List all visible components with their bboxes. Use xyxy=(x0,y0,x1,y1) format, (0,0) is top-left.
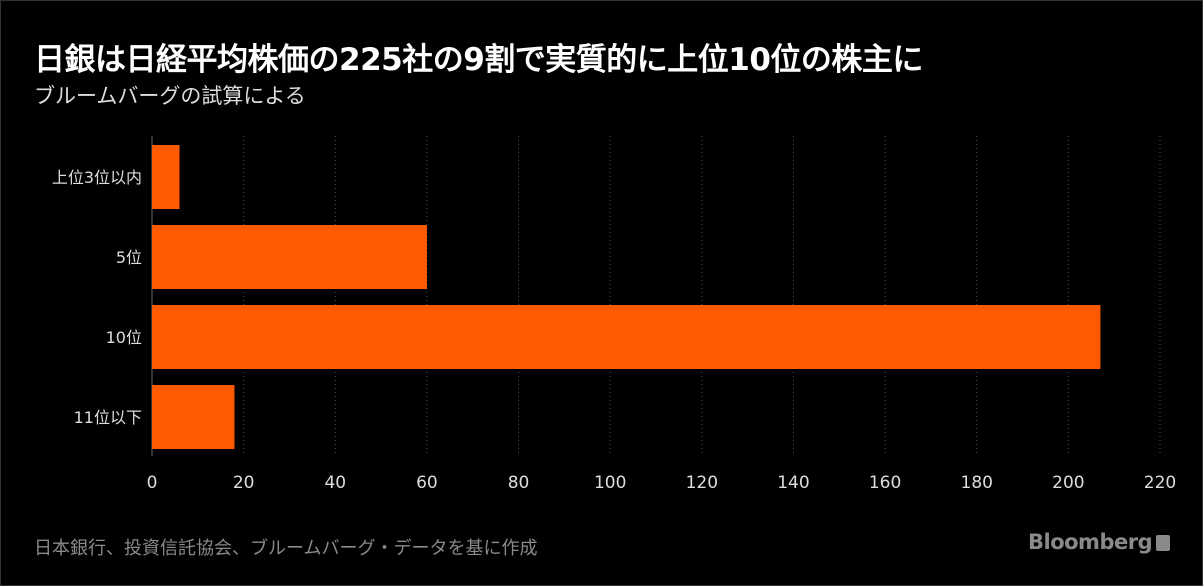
chart-title: 日銀は日経平均株価の225社の9割で実質的に上位10位の株主に xyxy=(34,42,923,78)
x-tick-label: 200 xyxy=(1052,473,1084,493)
source-note: 日本銀行、投資信託協会、ブルームバーグ・データを基に作成 xyxy=(34,538,538,559)
chart-subtitle: ブルームバーグの試算による xyxy=(34,84,306,108)
x-tick-label: 40 xyxy=(324,473,346,493)
category-label: 上位3位以内 xyxy=(52,168,142,187)
x-tick-label: 180 xyxy=(961,473,993,493)
bloomberg-logo-icon xyxy=(1156,535,1171,551)
x-tick-label: 60 xyxy=(416,473,438,493)
category-label: 11位以下 xyxy=(74,408,142,427)
x-tick-label: 160 xyxy=(869,473,901,493)
x-tick-label: 100 xyxy=(594,473,626,493)
logo-text: Bloomberg xyxy=(1028,530,1153,554)
bar xyxy=(152,305,1101,369)
x-tick-label: 140 xyxy=(777,473,809,493)
bar xyxy=(152,145,180,209)
bar xyxy=(152,225,427,289)
x-tick-label: 120 xyxy=(686,473,718,493)
x-tick-label: 220 xyxy=(1144,473,1176,493)
x-tick-label: 80 xyxy=(508,473,530,493)
bar xyxy=(152,385,235,449)
x-tick-label: 0 xyxy=(147,473,158,493)
bloomberg-logo: Bloomberg xyxy=(1028,530,1171,554)
category-label: 10位 xyxy=(106,328,142,347)
category-label: 5位 xyxy=(116,248,142,267)
x-tick-label: 20 xyxy=(233,473,255,493)
